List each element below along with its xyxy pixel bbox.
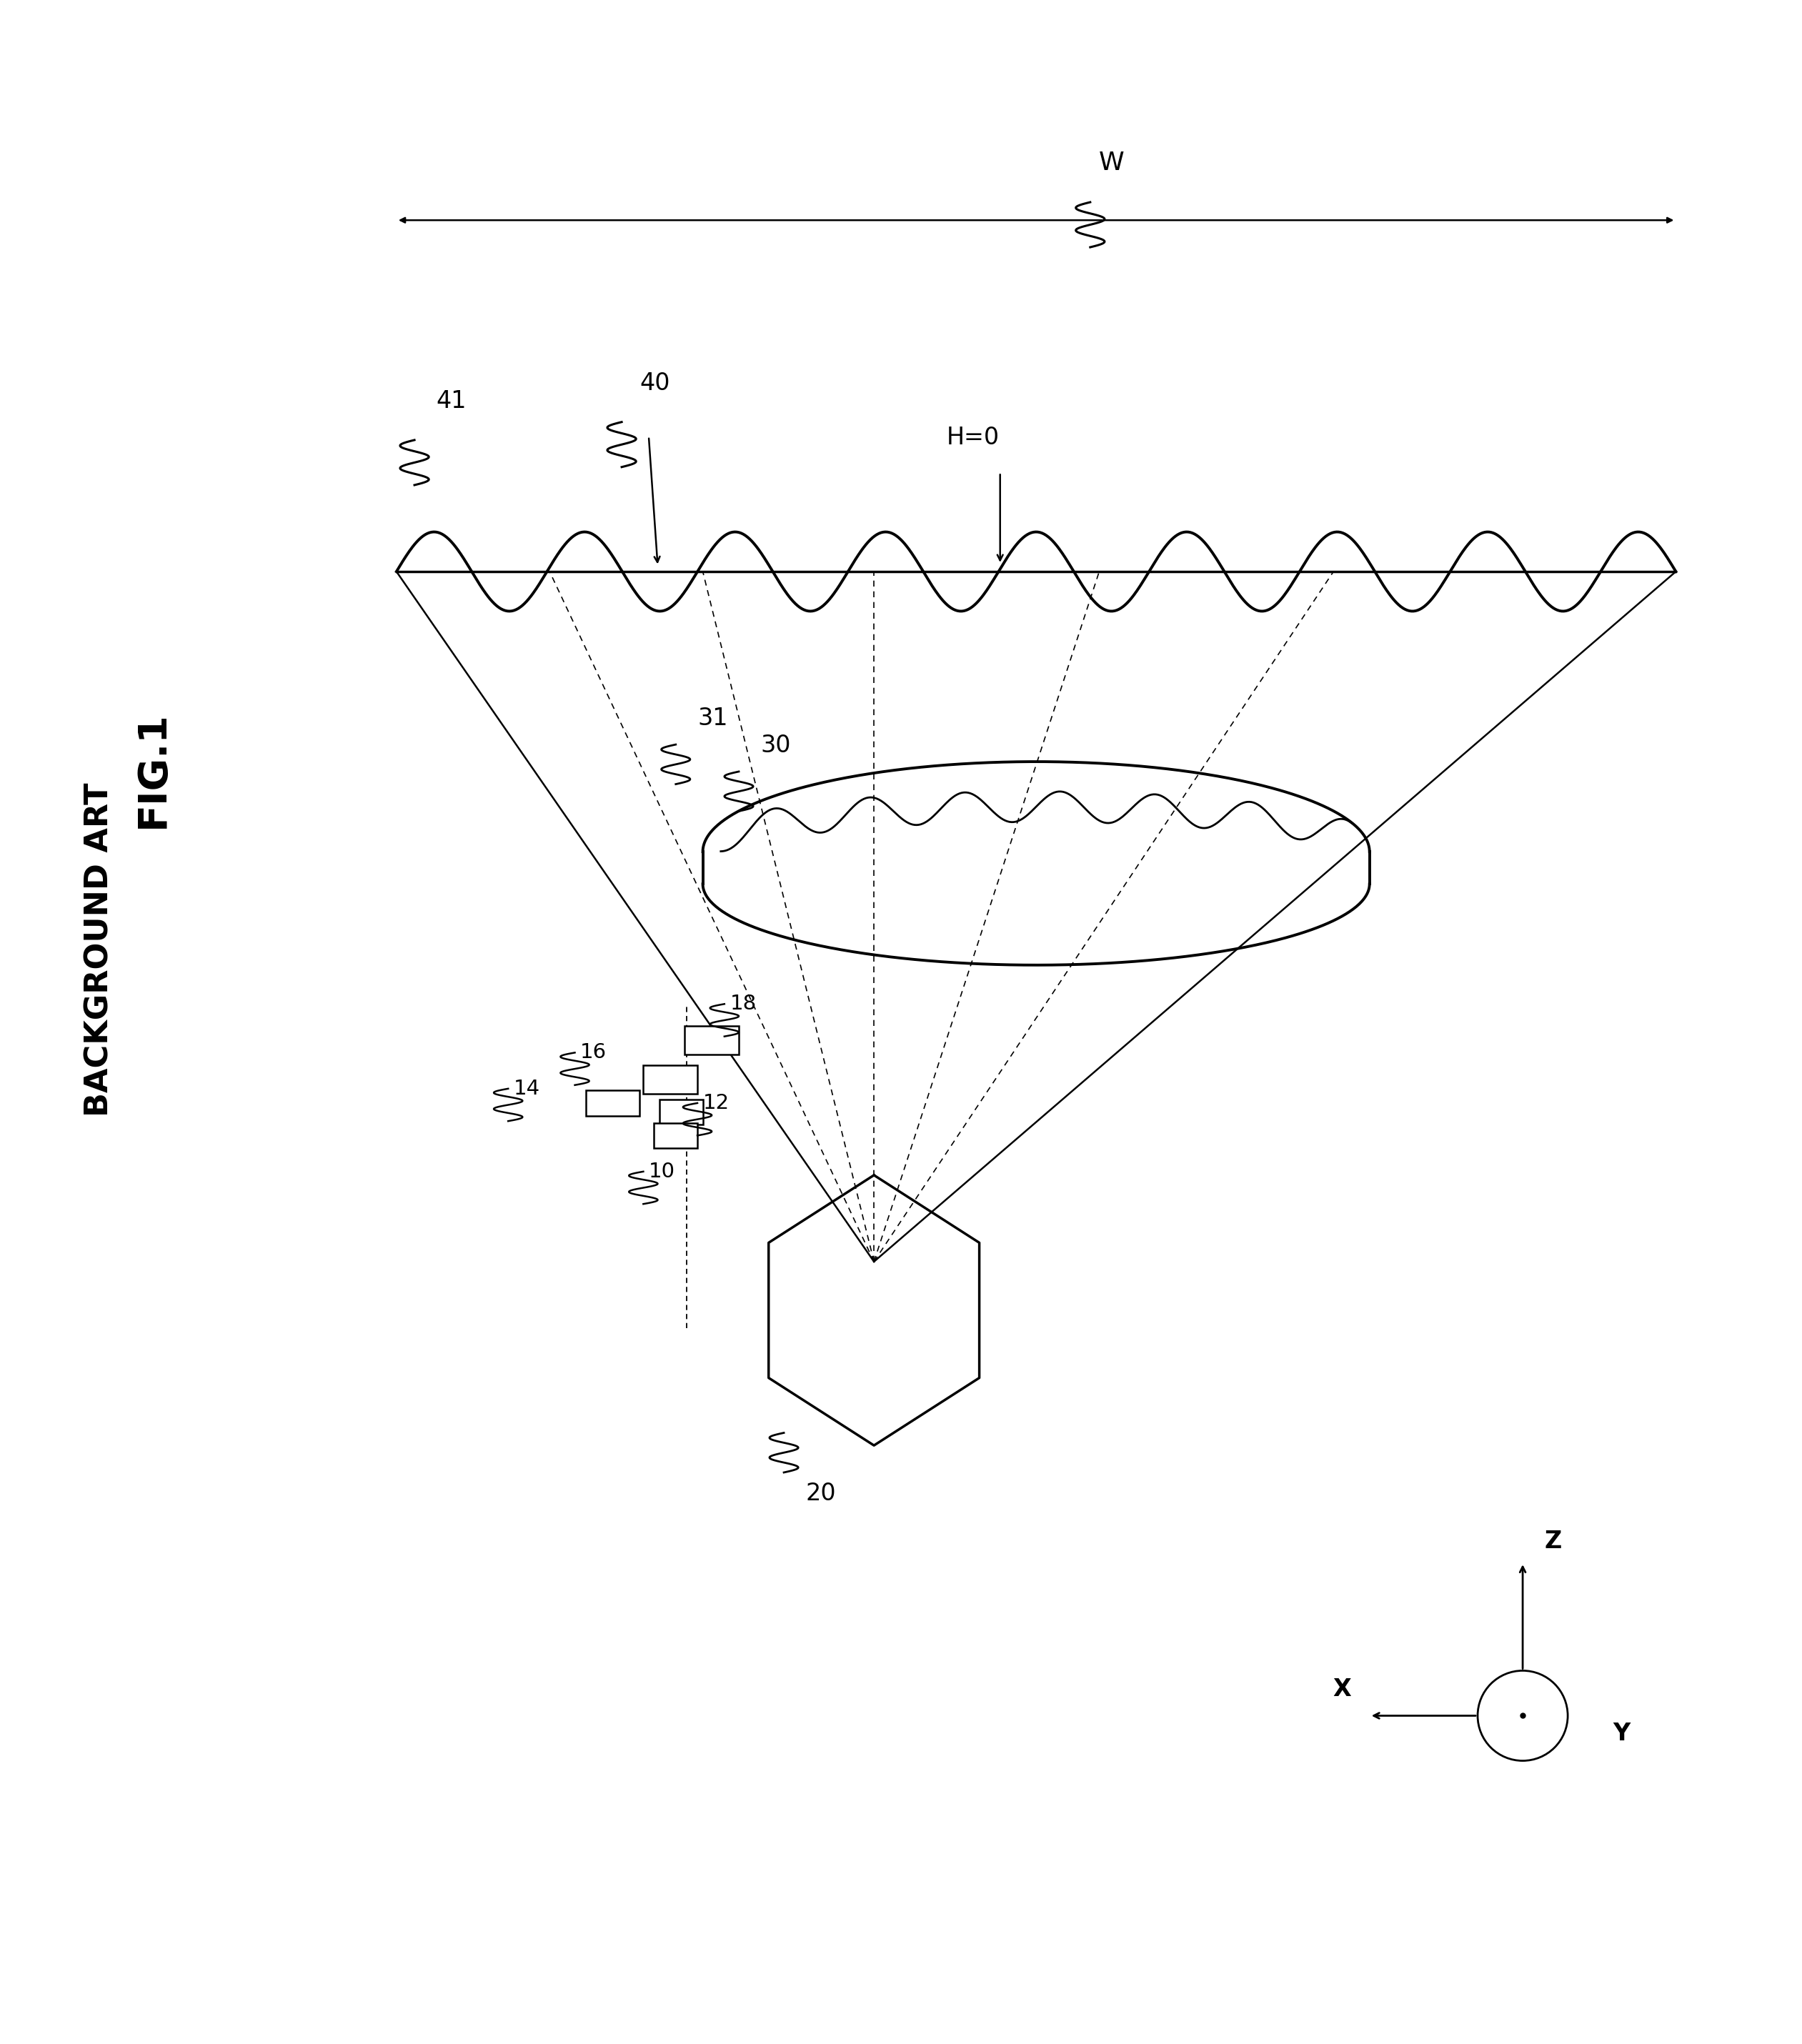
Text: W: W	[1099, 151, 1124, 176]
Text: 10: 10	[649, 1161, 676, 1181]
Text: 14: 14	[514, 1079, 541, 1100]
Text: 20: 20	[805, 1482, 836, 1504]
Text: 12: 12	[703, 1094, 730, 1114]
Text: 18: 18	[730, 993, 757, 1014]
Text: H=0: H=0	[946, 425, 1000, 450]
Text: Z: Z	[1544, 1531, 1562, 1553]
Text: Y: Y	[1613, 1721, 1631, 1746]
Text: X: X	[1333, 1678, 1352, 1701]
Bar	[654, 1122, 697, 1149]
Text: 41: 41	[436, 390, 467, 413]
Text: 31: 31	[697, 707, 728, 730]
Text: FIG.1: FIG.1	[133, 711, 173, 828]
Bar	[643, 1065, 697, 1094]
Text: 30: 30	[760, 734, 791, 756]
Bar	[586, 1089, 640, 1116]
Bar	[685, 1026, 739, 1055]
Text: 40: 40	[640, 372, 670, 394]
Text: 16: 16	[580, 1042, 607, 1063]
Bar	[660, 1100, 703, 1124]
Text: BACKGROUND ART: BACKGROUND ART	[83, 783, 115, 1116]
